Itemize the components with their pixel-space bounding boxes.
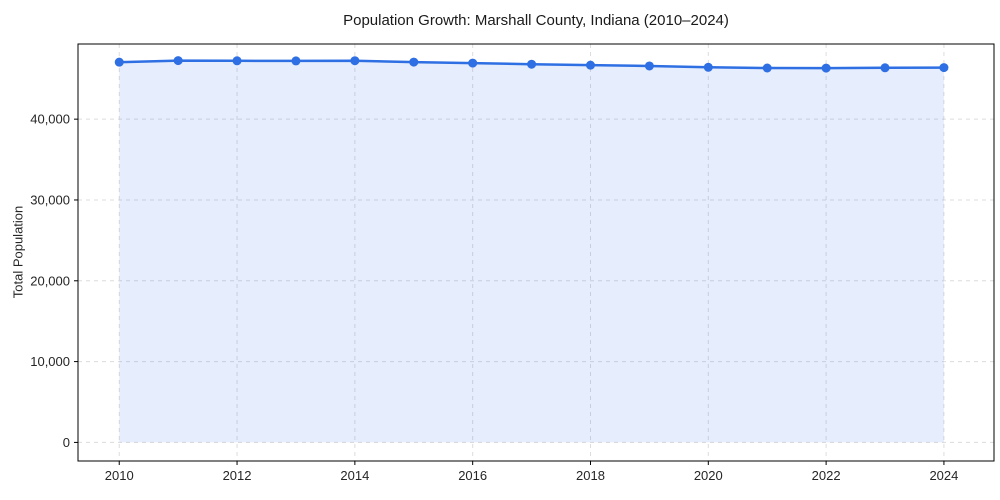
y-tick-label: 40,000 [30,112,70,127]
x-tick-label: 2018 [576,468,605,483]
area-fill [119,60,944,443]
data-point [880,63,890,73]
y-tick-label: 10,000 [30,354,70,369]
data-point [703,62,713,72]
data-point [350,56,360,66]
data-point [173,56,183,66]
data-point [644,61,654,71]
x-tick-label: 2022 [812,468,841,483]
gridlines [78,44,994,461]
axis-frame [77,43,995,462]
y-tick-label: 30,000 [30,192,70,207]
x-tick-label: 2016 [458,468,487,483]
data-point [821,63,831,73]
data-point [527,59,537,69]
data-point [232,56,242,66]
chart-title: Population Growth: Marshall County, Indi… [343,12,729,29]
y-tick-label: 0 [63,435,70,450]
x-tick-label: 2020 [694,468,723,483]
data-point [468,58,478,68]
data-point [585,60,595,70]
y-tick-label: 20,000 [30,273,70,288]
data-point [939,63,949,73]
x-tick-label: 2010 [105,468,134,483]
x-tick-label: 2014 [340,468,369,483]
data-points [114,56,949,73]
x-tick-label: 2012 [223,468,252,483]
data-point [409,57,419,67]
tick-marks [74,118,945,465]
data-point [114,57,124,67]
data-point [762,63,772,73]
x-tick-label: 2024 [929,468,958,483]
data-point [291,56,301,66]
y-axis-title: Total Population [10,205,26,299]
